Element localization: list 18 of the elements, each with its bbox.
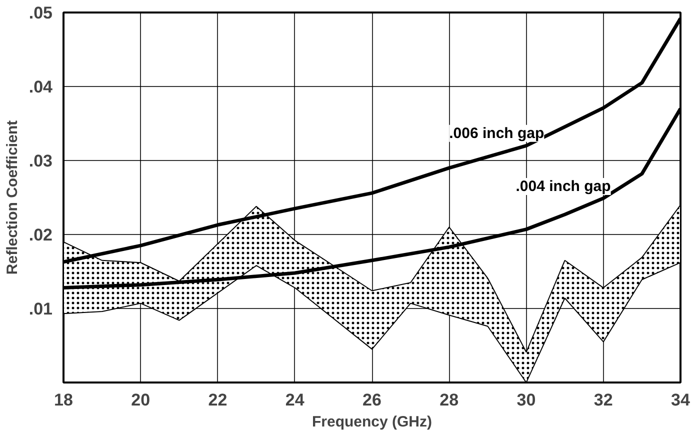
y-tick-label: .02 [28, 226, 53, 244]
x-tick-label: 34 [671, 390, 690, 410]
y-axis-title: Reflection Coefficient [4, 120, 21, 275]
x-tick-label: 28 [440, 390, 459, 410]
y-tick-label: .05 [28, 4, 53, 22]
x-tick-label: 24 [285, 390, 305, 410]
x-tick-label: 22 [208, 390, 228, 410]
x-tick-label: 18 [54, 390, 73, 410]
x-tick-label: 20 [131, 390, 150, 410]
y-tick-label: .04 [28, 78, 54, 96]
x-axis-title: Frequency (GHz) [312, 414, 432, 430]
x-tick-label: 26 [362, 390, 382, 410]
x-tick-label: 32 [594, 390, 613, 410]
series-label: .006 inch gap [449, 124, 544, 142]
y-tick-label: .01 [28, 300, 53, 318]
x-tick-label: 30 [516, 390, 536, 410]
y-tick-label: .03 [28, 152, 53, 170]
series-label: .004 inch gap [516, 178, 611, 195]
